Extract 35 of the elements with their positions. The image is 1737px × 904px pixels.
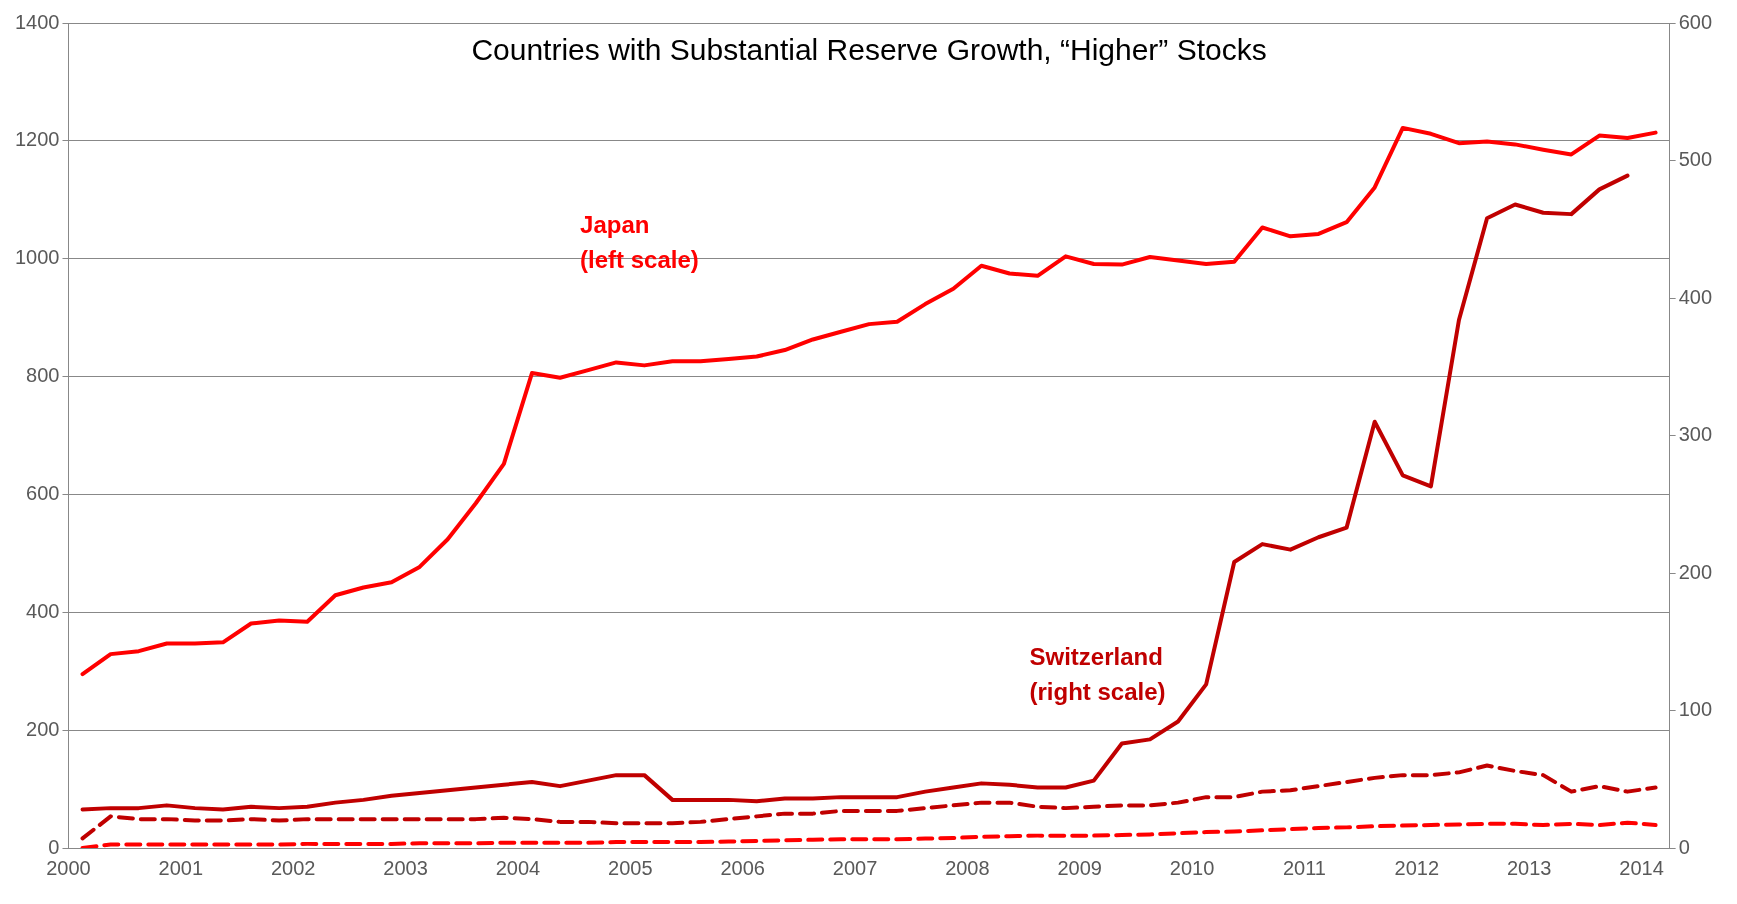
y-tick-label: 1200 <box>14 128 60 151</box>
y2-tick-label: 400 <box>1678 285 1713 308</box>
x-tick-label: 2010 <box>1169 856 1215 879</box>
x-tick-label: 2012 <box>1394 856 1440 879</box>
y-tick-label: 800 <box>26 364 60 387</box>
series-label: Switzerland (right scale) <box>1029 642 1166 705</box>
x-tick-label: 2008 <box>945 856 990 879</box>
x-tick-label: 2001 <box>158 856 204 879</box>
y2-tick-label: 200 <box>1678 560 1713 583</box>
y2-tick-label: 300 <box>1678 423 1713 446</box>
x-tick-label: 2003 <box>383 856 428 879</box>
y-tick-label: 400 <box>26 599 60 622</box>
x-tick-label: 2013 <box>1506 856 1552 879</box>
y-tick-label: 200 <box>26 717 60 740</box>
text: Japan (left scale) <box>580 210 699 273</box>
y2-tick-label: 600 <box>1678 10 1713 33</box>
x-tick-label: 2014 <box>1619 856 1664 879</box>
y-tick-label: 600 <box>26 481 60 504</box>
y-tick-label: 1000 <box>14 246 60 269</box>
x-tick-label: 2007 <box>832 856 878 879</box>
x-tick-label: 2006 <box>720 856 765 879</box>
x-tick-label: 2009 <box>1057 856 1102 879</box>
y-tick-label: 0 <box>48 835 60 858</box>
x-tick-label: 2011 <box>1282 856 1326 879</box>
y2-tick-label: 500 <box>1678 148 1713 171</box>
x-tick-label: 2004 <box>495 856 541 879</box>
line-series <box>80 763 1658 841</box>
x-tick-label: 2005 <box>608 856 653 879</box>
y2-tick-label: 0 <box>1678 835 1690 858</box>
line-series <box>80 820 1658 848</box>
y2-tick-label: 100 <box>1678 698 1713 721</box>
x-tick-label: 2002 <box>270 856 316 879</box>
x-tick-label: 2000 <box>46 856 91 879</box>
chart-title: Countries with Substantial Reserve Growth, “Higher” Stocks <box>471 33 1267 67</box>
y-tick-label: 1400 <box>14 10 60 33</box>
